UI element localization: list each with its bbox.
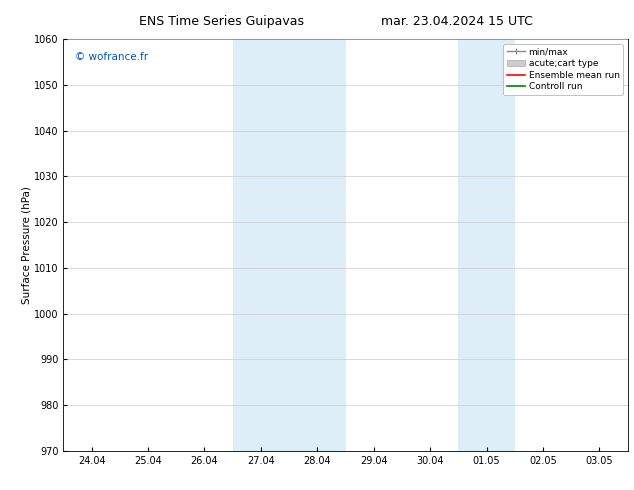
- Text: ENS Time Series Guipavas: ENS Time Series Guipavas: [139, 15, 304, 28]
- Bar: [458, 39, 515, 451]
- Text: mar. 23.04.2024 15 UTC: mar. 23.04.2024 15 UTC: [380, 15, 533, 28]
- Legend: min/max, acute;cart type, Ensemble mean run, Controll run: min/max, acute;cart type, Ensemble mean …: [503, 44, 623, 95]
- Bar: [233, 39, 346, 451]
- Y-axis label: Surface Pressure (hPa): Surface Pressure (hPa): [21, 186, 31, 304]
- Text: © wofrance.fr: © wofrance.fr: [75, 51, 148, 62]
